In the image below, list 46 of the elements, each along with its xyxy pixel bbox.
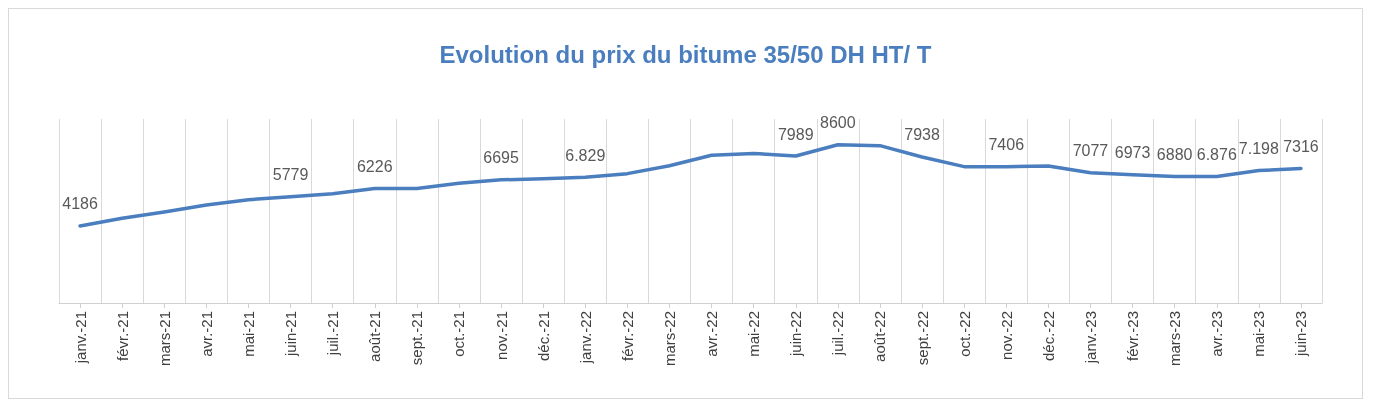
data-label: 6695 (483, 149, 519, 167)
x-tick-label: déc.-22 (1039, 311, 1057, 362)
data-label: 7077 (1072, 142, 1109, 160)
data-label: 6973 (1114, 144, 1151, 162)
x-tick-label: janv.-22 (576, 311, 594, 365)
x-tick-label: mai-21 (239, 311, 257, 357)
x-tick-label: avr.-22 (703, 311, 721, 357)
data-label: 6.876 (1196, 145, 1237, 163)
data-label: 7938 (904, 126, 940, 144)
x-tick-label: avr.-23 (1208, 311, 1226, 357)
data-label: 4186 (62, 195, 98, 213)
x-tick-label: nov.-22 (997, 311, 1015, 360)
x-tick-label: févr.-21 (113, 311, 131, 362)
data-label: 7.198 (1238, 140, 1279, 158)
x-tick-label: janv.-23 (1081, 311, 1099, 365)
x-tick-label: août-21 (366, 311, 384, 362)
x-tick-label: nov.-21 (492, 311, 510, 360)
x-tick-label: août-22 (871, 311, 889, 362)
x-tick-label: mars-23 (1166, 311, 1184, 367)
x-tick-label: déc.-21 (534, 311, 552, 362)
x-tick-label: sept.-22 (913, 311, 931, 366)
x-tick-label: oct.-21 (450, 311, 468, 357)
x-tick-label: févr.-22 (618, 311, 636, 362)
x-tick-label: mars-22 (660, 311, 678, 367)
x-tick-label: mai-22 (745, 311, 763, 357)
chart-title: Evolution du prix du bitume 35/50 DH HT/ T (439, 40, 932, 68)
data-label: 8600 (820, 114, 856, 132)
data-label: 7316 (1283, 137, 1319, 155)
x-tick-label: juin-21 (282, 311, 300, 358)
x-tick-label: oct.-22 (955, 311, 973, 357)
data-label: 5779 (272, 166, 309, 184)
x-tick-label: juin-23 (1292, 311, 1310, 358)
x-tick-label: sept.-21 (408, 311, 426, 366)
data-label: 6226 (356, 157, 393, 175)
x-tick-label: mars-21 (155, 311, 173, 367)
x-tick-label: janv.-21 (71, 311, 89, 365)
data-label: 6880 (1156, 145, 1193, 163)
x-tick-label: avr.-21 (197, 311, 215, 357)
data-label: 7989 (777, 125, 814, 143)
x-tick-label: juin-22 (787, 311, 805, 358)
x-tick-label: juil.-21 (324, 311, 342, 357)
x-tick-label: mai-23 (1250, 311, 1268, 357)
data-label: 6.829 (565, 146, 606, 164)
x-tick-label: juil.-22 (829, 311, 847, 357)
data-label: 7406 (988, 136, 1025, 154)
x-tick-label: févr.-23 (1124, 311, 1142, 362)
